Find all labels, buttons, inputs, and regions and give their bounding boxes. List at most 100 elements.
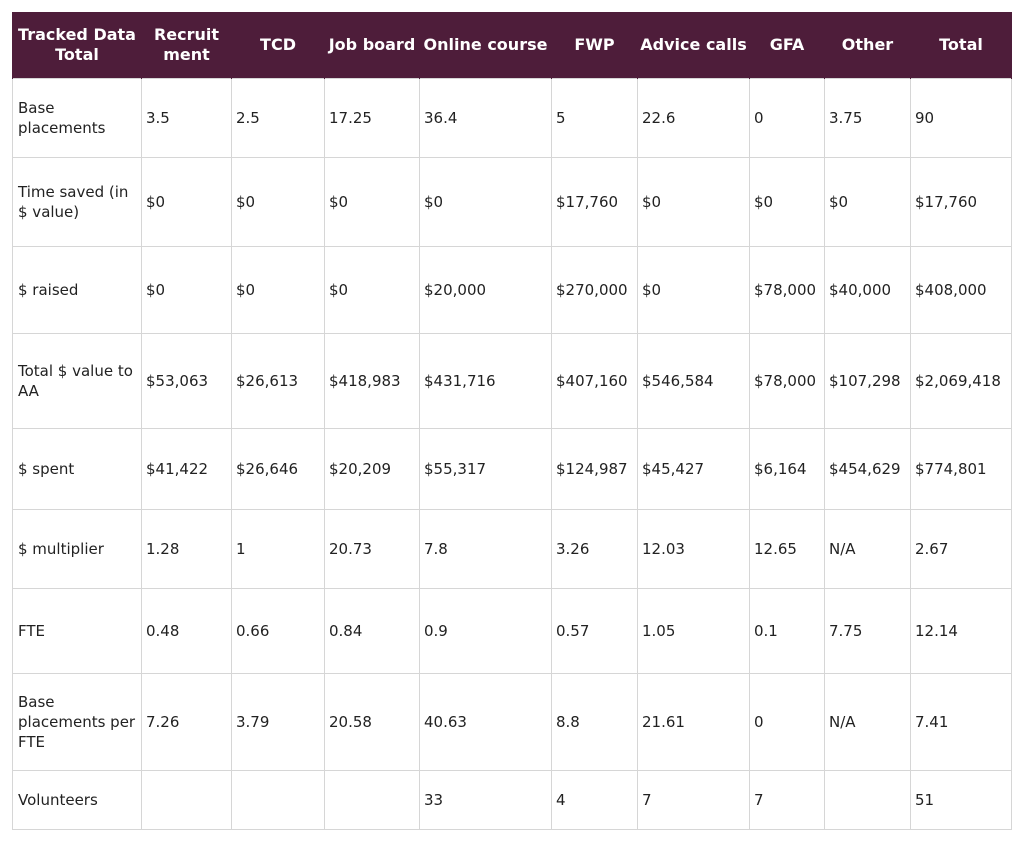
table-row-total-value: Total $ value to AA $53,063 $26,613 $418,98… (12, 333, 1012, 429)
header-row: Tracked Data Total Recruit ment TCD Job … (12, 12, 1012, 79)
cell-fwp: 8.8 (551, 673, 638, 771)
cell-job-board: 20.73 (324, 509, 420, 589)
cell-advice-calls: 1.05 (637, 588, 750, 674)
table-row-dollars-raised: $ raised $0 $0 $0 $20,000 $270,000 $0 $78,000 $4… (12, 246, 1012, 334)
cell-job-board (324, 770, 420, 830)
cell-total: $17,760 (910, 157, 1012, 247)
cell-recruitment: 3.5 (141, 78, 232, 158)
header-other: Other (824, 12, 911, 79)
cell-fwp: 3.26 (551, 509, 638, 589)
cell-tcd: $26,646 (231, 428, 325, 510)
header-tcd: TCD (231, 12, 325, 79)
cell-fwp: $124,987 (551, 428, 638, 510)
cell-other: $454,629 (824, 428, 911, 510)
header-fwp: FWP (551, 12, 638, 79)
cell-total: $774,801 (910, 428, 1012, 510)
cell-job-board: $20,209 (324, 428, 420, 510)
cell-other: 7.75 (824, 588, 911, 674)
header-advice-calls: Advice calls (637, 12, 750, 79)
cell-advice-calls: $0 (637, 246, 750, 334)
cell-advice-calls: 21.61 (637, 673, 750, 771)
cell-gfa: $78,000 (749, 333, 825, 429)
table-row-time-saved: Time saved (in $ value) $0 $0 $0 $0 $17,760 $0… (12, 157, 1012, 247)
cell-other: $40,000 (824, 246, 911, 334)
cell-gfa: 0 (749, 673, 825, 771)
cell-recruitment (141, 770, 232, 830)
cell-other: N/A (824, 673, 911, 771)
cell-online-course: $0 (419, 157, 552, 247)
cell-tcd: $0 (231, 157, 325, 247)
cell-gfa: 0 (749, 78, 825, 158)
cell-job-board: $0 (324, 246, 420, 334)
cell-online-course: 33 (419, 770, 552, 830)
row-label: Base placements (12, 78, 142, 158)
cell-fwp: 0.57 (551, 588, 638, 674)
cell-advice-calls: $45,427 (637, 428, 750, 510)
cell-recruitment: $0 (141, 157, 232, 247)
cell-other: N/A (824, 509, 911, 589)
row-label: Time saved (in $ value) (12, 157, 142, 247)
cell-tcd: $26,613 (231, 333, 325, 429)
row-label: $ raised (12, 246, 142, 334)
cell-fwp: $17,760 (551, 157, 638, 247)
row-label: Total $ value to AA (12, 333, 142, 429)
cell-gfa: $0 (749, 157, 825, 247)
row-label: Base placements per FTE (12, 673, 142, 771)
cell-total: 12.14 (910, 588, 1012, 674)
table-row-dollars-spent: $ spent $41,422 $26,646 $20,209 $55,317 $124,… (12, 428, 1012, 510)
cell-advice-calls: 7 (637, 770, 750, 830)
header-job-board: Job board (324, 12, 420, 79)
cell-other: $0 (824, 157, 911, 247)
cell-total: 90 (910, 78, 1012, 158)
cell-job-board: $418,983 (324, 333, 420, 429)
tracked-data-table: Tracked Data Total Recruit ment TCD Job … (12, 12, 1012, 830)
cell-fwp: $270,000 (551, 246, 638, 334)
cell-gfa: 0.1 (749, 588, 825, 674)
cell-tcd: $0 (231, 246, 325, 334)
row-label: $ spent (12, 428, 142, 510)
cell-recruitment: 1.28 (141, 509, 232, 589)
cell-gfa: 12.65 (749, 509, 825, 589)
cell-tcd (231, 770, 325, 830)
row-label: $ multiplier (12, 509, 142, 589)
cell-online-course: 40.63 (419, 673, 552, 771)
table-row-multiplier: $ multiplier 1.28 1 20.73 7.8 3.26 12.03 12.65 N… (12, 509, 1012, 589)
cell-job-board: $0 (324, 157, 420, 247)
cell-other: 3.75 (824, 78, 911, 158)
row-label: Volunteers (12, 770, 142, 830)
header-total: Total (910, 12, 1012, 79)
cell-gfa: $6,164 (749, 428, 825, 510)
cell-tcd: 2.5 (231, 78, 325, 158)
cell-tcd: 1 (231, 509, 325, 589)
cell-other: $107,298 (824, 333, 911, 429)
table-row-volunteers: Volunteers 33 4 7 7 51 (12, 770, 1012, 830)
cell-total: 2.67 (910, 509, 1012, 589)
cell-other (824, 770, 911, 830)
cell-recruitment: 0.48 (141, 588, 232, 674)
cell-fwp: 4 (551, 770, 638, 830)
cell-gfa: $78,000 (749, 246, 825, 334)
cell-online-course: 36.4 (419, 78, 552, 158)
header-recruitment: Recruit ment (141, 12, 232, 79)
table-row-placements-per-fte: Base placements per FTE 7.26 3.79 20.58 40.6… (12, 673, 1012, 771)
cell-online-course: $20,000 (419, 246, 552, 334)
cell-total: $2,069,418 (910, 333, 1012, 429)
table-body: Base placements 3.5 2.5 17.25 36.4 5 22.6 0 3.75… (12, 78, 1012, 830)
header-gfa: GFA (749, 12, 825, 79)
cell-job-board: 0.84 (324, 588, 420, 674)
cell-advice-calls: $0 (637, 157, 750, 247)
cell-online-course: 7.8 (419, 509, 552, 589)
cell-advice-calls: $546,584 (637, 333, 750, 429)
cell-advice-calls: 22.6 (637, 78, 750, 158)
cell-recruitment: $0 (141, 246, 232, 334)
header-online-course: Online course (419, 12, 552, 79)
cell-recruitment: 7.26 (141, 673, 232, 771)
cell-total: 51 (910, 770, 1012, 830)
table-row-base-placements: Base placements 3.5 2.5 17.25 36.4 5 22.6 0 3.75… (12, 78, 1012, 158)
cell-online-course: 0.9 (419, 588, 552, 674)
cell-online-course: $55,317 (419, 428, 552, 510)
cell-total: $408,000 (910, 246, 1012, 334)
cell-total: 7.41 (910, 673, 1012, 771)
cell-fwp: 5 (551, 78, 638, 158)
cell-job-board: 17.25 (324, 78, 420, 158)
